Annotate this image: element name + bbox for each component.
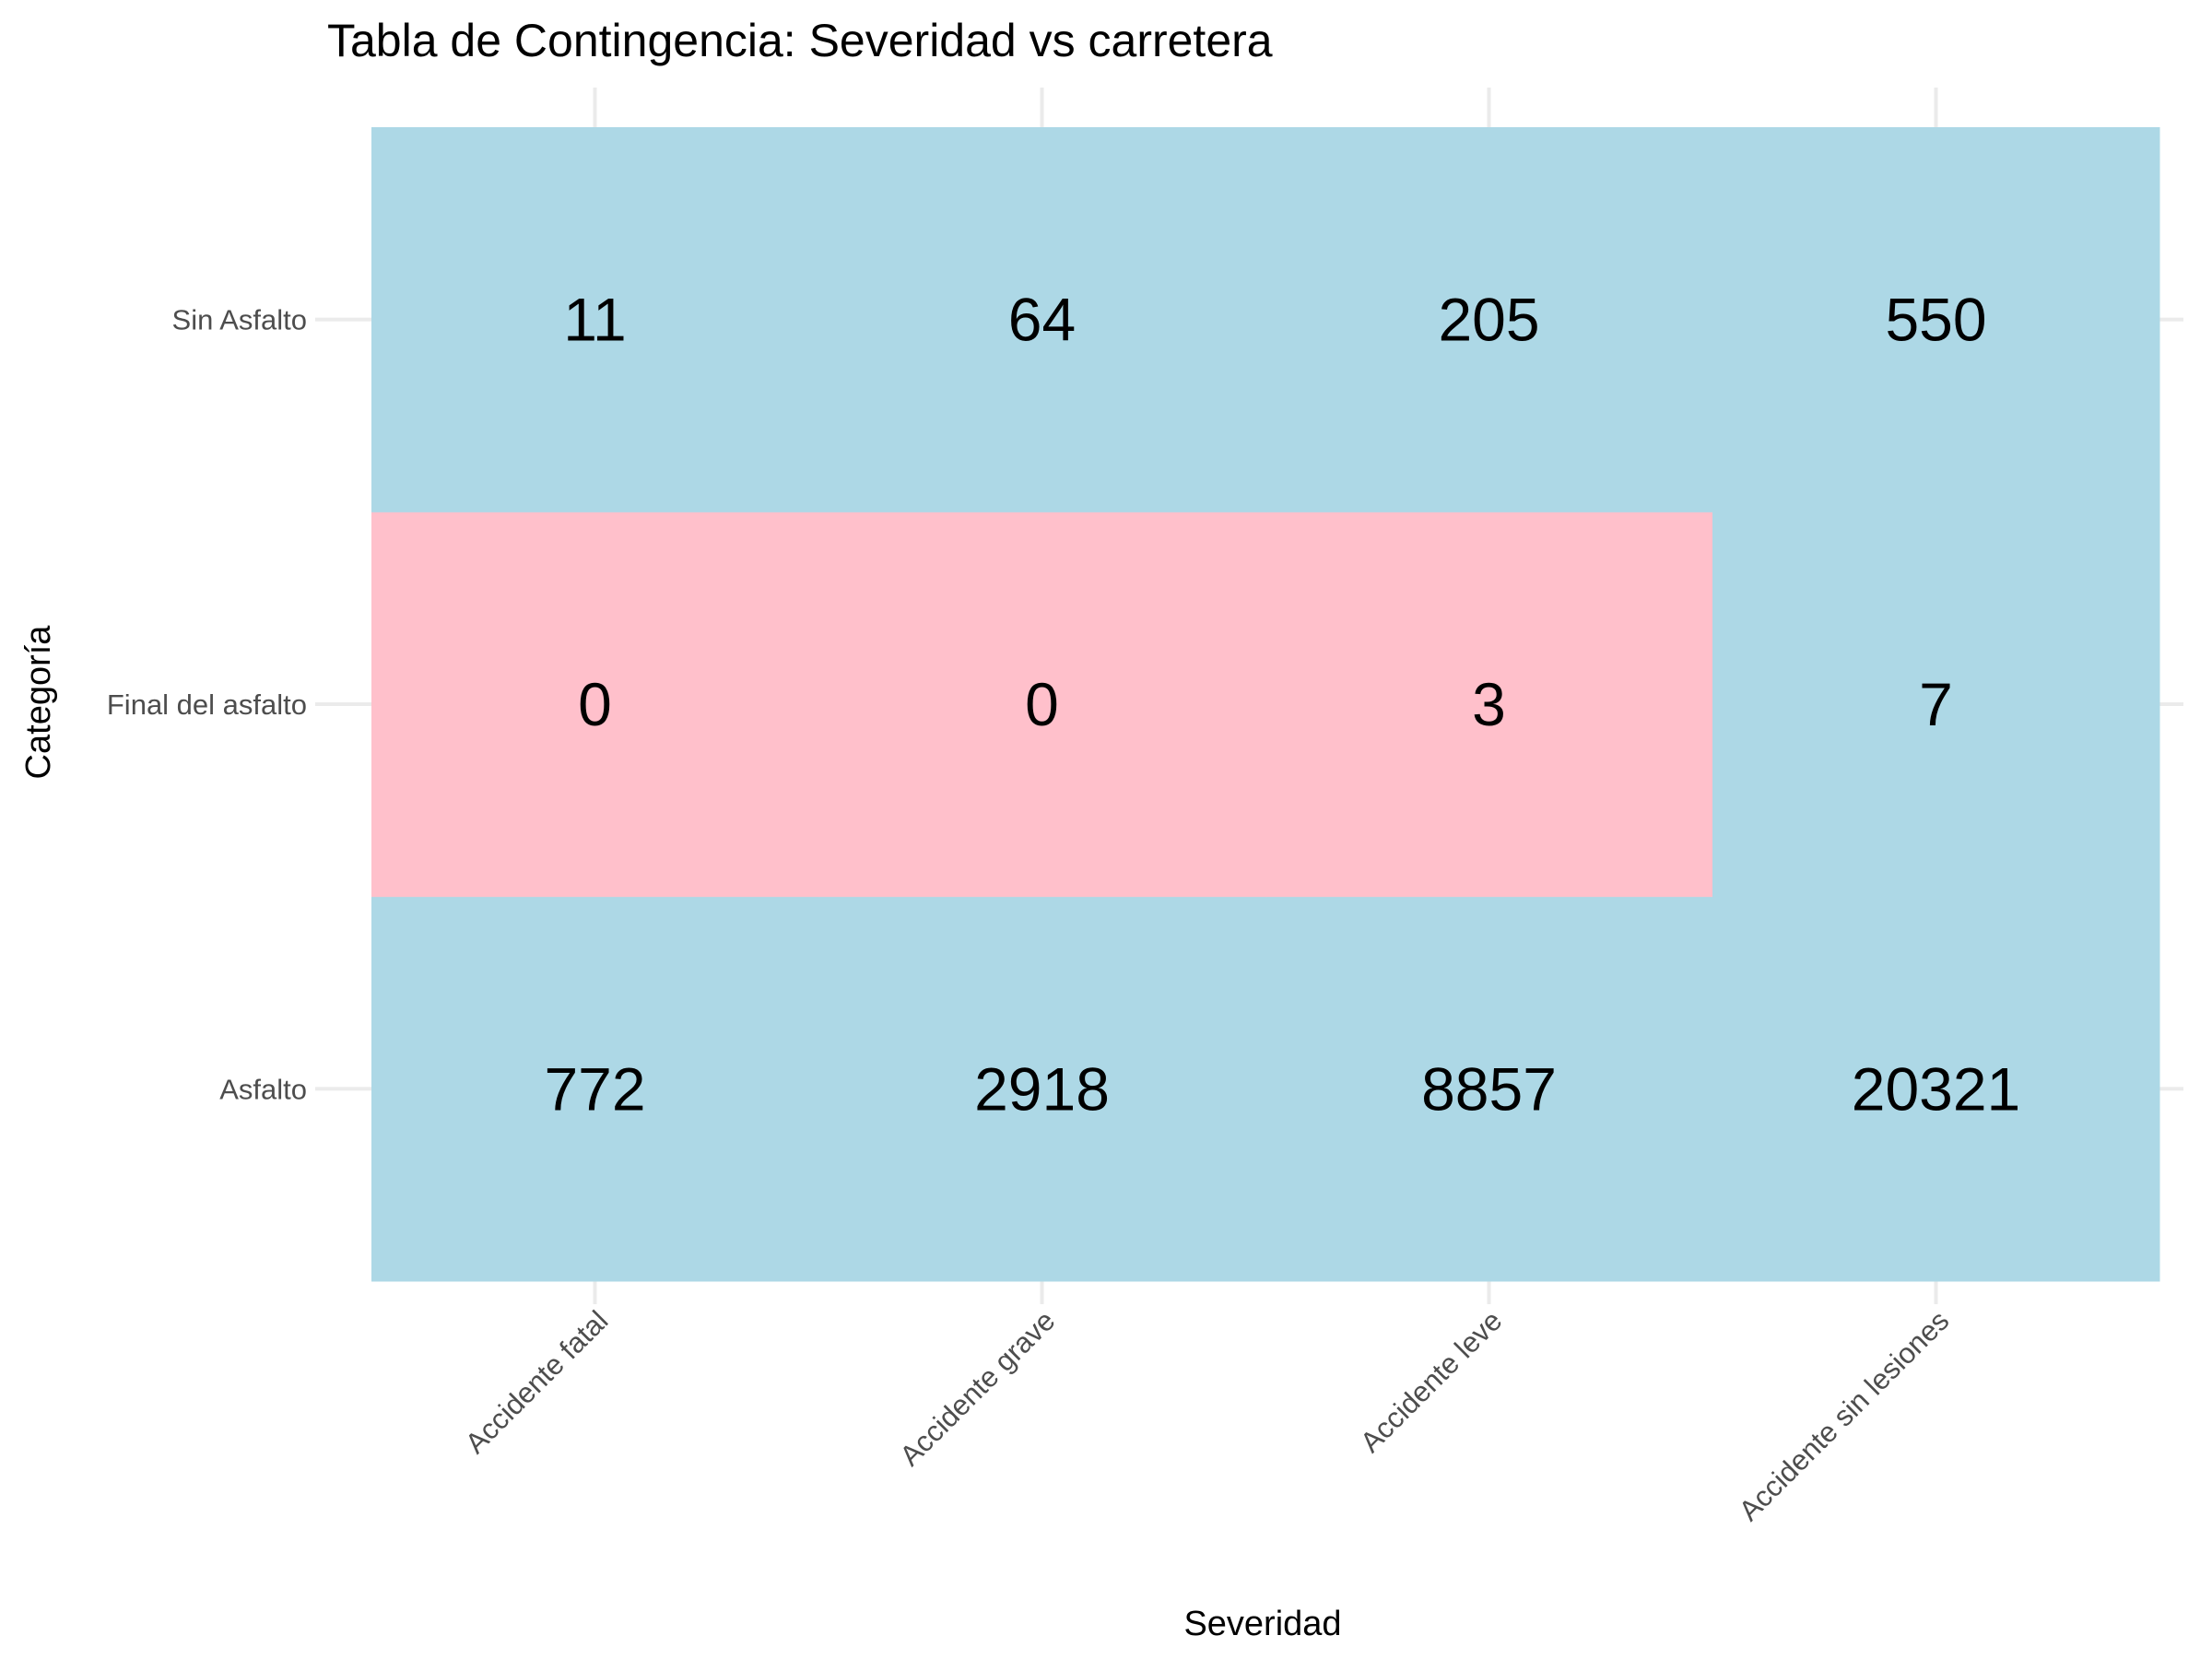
cell-value-label: 64 (1008, 286, 1076, 354)
heatmap-cell (371, 896, 819, 1282)
x-tick-label: Accidente sin lesiones (1733, 1304, 1956, 1527)
chart-title: Tabla de Contingencia: Severidad vs carr… (327, 15, 1273, 66)
x-tick-label: Accidente grave (894, 1304, 1062, 1472)
heatmap-cell (1712, 512, 2160, 898)
cell-value-label: 550 (1885, 286, 1986, 354)
x-tick-label: Accidente leve (1354, 1304, 1508, 1458)
cell-layer (371, 127, 2160, 1282)
cell-value-label: 11 (563, 286, 627, 354)
heatmap-cell (1712, 896, 2160, 1282)
heatmap-cell (371, 512, 819, 898)
cell-value-label: 2918 (974, 1054, 1110, 1123)
heatmap-cell (818, 896, 1266, 1282)
cell-value-label: 3 (1472, 670, 1506, 738)
y-tick-label: Asfalto (219, 1073, 307, 1105)
y-tick-label: Final del asfalto (107, 688, 307, 721)
heatmap-cell (371, 127, 819, 512)
heatmap-cell (1265, 896, 1713, 1282)
cell-value-label: 8857 (1421, 1054, 1557, 1123)
cell-value-label: 205 (1438, 286, 1539, 354)
x-tick-label: Accidente fatal (459, 1304, 615, 1460)
heatmap-cell (1265, 512, 1713, 898)
heatmap-cell (1712, 127, 2160, 512)
cell-value-label: 20321 (1852, 1054, 2021, 1123)
cell-value-label: 7 (1919, 670, 1953, 738)
heatmap-cell (1265, 127, 1713, 512)
cell-label-layer: 772 2918 8857 20321 0 0 3 7 11 64 205 550 (544, 286, 2020, 1124)
cell-value-label: 0 (578, 670, 612, 738)
x-axis-title: Severidad (1183, 1605, 1341, 1643)
y-axis-title: Categoría (19, 625, 58, 780)
heatmap-cell (818, 127, 1266, 512)
heatmap-cell (818, 512, 1266, 898)
y-tick-label: Sin Asfalto (172, 304, 307, 336)
cell-value-label: 0 (1025, 670, 1059, 738)
cell-value-label: 772 (544, 1054, 645, 1123)
